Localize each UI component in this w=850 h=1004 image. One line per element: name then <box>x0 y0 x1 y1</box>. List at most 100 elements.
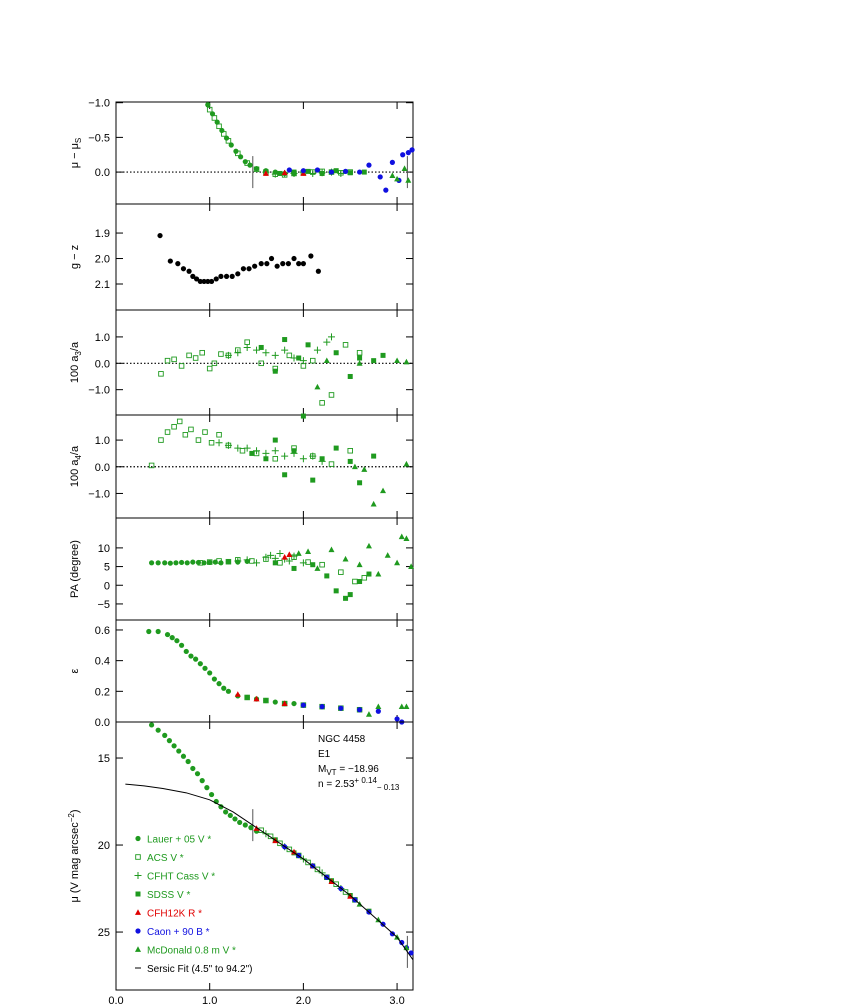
marker <box>318 869 326 877</box>
marker <box>357 579 363 585</box>
marker <box>213 276 219 282</box>
marker <box>243 444 251 452</box>
marker <box>282 337 288 343</box>
fit-line <box>125 783 414 961</box>
marker <box>327 333 335 341</box>
marker <box>158 371 164 377</box>
annotation: n = 2.53+ 0.14− 0.13 <box>318 776 400 792</box>
y-tick-label: 0.4 <box>95 656 110 668</box>
marker <box>333 350 339 356</box>
marker <box>347 170 353 176</box>
marker <box>375 916 382 923</box>
legend-symbol <box>135 854 141 860</box>
text-part: μ − μ <box>69 143 81 168</box>
marker <box>366 571 372 577</box>
marker <box>199 778 205 784</box>
marker <box>400 152 406 158</box>
marker <box>211 360 218 367</box>
marker <box>249 450 255 456</box>
marker <box>323 338 331 346</box>
marker <box>408 950 414 956</box>
marker <box>239 448 246 454</box>
y-tick-label: 1.9 <box>95 228 110 240</box>
y-tick-label: 15 <box>98 753 110 765</box>
text-part: NGC 4458 <box>318 734 366 745</box>
marker <box>262 170 269 176</box>
marker <box>383 187 389 193</box>
marker <box>272 699 278 705</box>
marker <box>299 559 307 567</box>
marker <box>319 170 325 176</box>
marker <box>223 135 230 141</box>
text-part: 100 a <box>69 459 81 487</box>
marker <box>342 889 349 895</box>
marker <box>299 357 307 365</box>
text-part: S <box>74 138 83 143</box>
marker <box>242 822 248 828</box>
y-axis-label: PA (degree) <box>69 540 81 598</box>
marker <box>244 694 250 701</box>
y-tick-label: 0.2 <box>95 686 110 698</box>
marker <box>291 255 297 262</box>
marker <box>272 437 278 443</box>
marker <box>300 261 306 267</box>
marker <box>195 437 202 443</box>
text-part: E1 <box>318 749 331 760</box>
marker <box>190 765 196 772</box>
marker <box>155 560 161 566</box>
marker <box>146 628 152 635</box>
marker <box>319 561 325 568</box>
marker <box>356 169 363 175</box>
marker <box>375 570 382 577</box>
marker <box>253 166 260 173</box>
marker <box>234 444 242 452</box>
x-tick-label: 0.0 <box>108 995 123 1004</box>
panel-frame <box>115 101 414 205</box>
y-tick-label: 20 <box>98 840 110 852</box>
text-part: + 0.14 <box>354 776 377 785</box>
marker <box>248 825 254 831</box>
marker <box>202 665 208 671</box>
legend-symbol <box>135 835 141 842</box>
marker <box>403 358 410 365</box>
marker <box>224 441 232 449</box>
marker <box>310 477 316 483</box>
marker <box>237 819 243 826</box>
marker <box>337 169 345 177</box>
marker <box>263 456 269 462</box>
marker <box>365 542 372 549</box>
marker <box>366 162 372 168</box>
marker <box>258 360 264 367</box>
marker <box>216 681 222 687</box>
marker <box>314 565 321 571</box>
marker <box>281 554 288 560</box>
marker <box>167 258 173 264</box>
marker <box>205 278 211 285</box>
marker <box>207 559 213 566</box>
marker <box>190 559 196 565</box>
panel-frame <box>115 721 414 991</box>
marker <box>246 266 252 272</box>
marker <box>347 592 353 598</box>
marker <box>291 700 297 707</box>
marker <box>286 846 293 853</box>
marker <box>405 177 412 183</box>
marker <box>285 261 291 267</box>
marker <box>253 695 260 702</box>
marker <box>205 102 211 108</box>
marker <box>333 881 339 887</box>
marker <box>243 343 251 351</box>
marker <box>300 363 307 369</box>
marker <box>342 168 349 174</box>
marker <box>180 753 187 759</box>
marker <box>221 685 227 691</box>
marker <box>409 147 415 153</box>
marker <box>319 400 325 406</box>
marker <box>211 676 217 682</box>
marker <box>235 271 241 277</box>
y-tick-label: 1.0 <box>95 435 110 447</box>
marker <box>182 431 189 438</box>
marker <box>207 670 213 676</box>
marker <box>375 703 382 710</box>
marker <box>149 560 155 566</box>
